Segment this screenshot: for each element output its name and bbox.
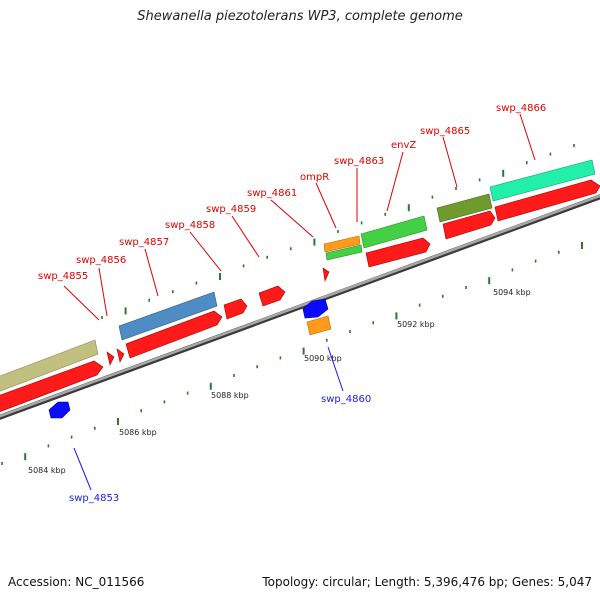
gene-arrow-ompr[interactable] (365, 237, 431, 268)
gene-label-ompr[interactable]: ompR (300, 172, 329, 183)
scale-label-5092: 5092 kbp (397, 320, 435, 329)
leader-envz (386, 151, 404, 212)
gene-arrow-swp_4859[interactable] (258, 285, 286, 307)
leader-swp_4859 (231, 215, 260, 258)
scale-label-5094: 5094 kbp (493, 288, 531, 297)
gene-label-swp_4853[interactable]: swp_4853 (69, 493, 119, 504)
leader-swp_4857 (144, 248, 159, 297)
leader-swp_4858 (189, 231, 222, 272)
gene-arrow-swp_4858[interactable] (223, 298, 248, 320)
genome-stats: Topology: circular; Length: 5,396,476 bp… (262, 575, 592, 589)
leader-swp_4860 (327, 346, 344, 392)
gene-arrow-swp_4856[interactable] (116, 348, 125, 363)
leader-swp_4866 (519, 113, 536, 161)
gene-arrow-swp_4857[interactable] (125, 310, 223, 359)
gene-arrow-envz[interactable] (442, 210, 496, 240)
gene-arrow-swp_4860-orange[interactable] (306, 315, 332, 336)
cog-bar-aqua[interactable] (489, 159, 596, 202)
gene-arrow-swp_4866[interactable] (494, 179, 600, 222)
gene-label-swp_4863[interactable]: swp_4863 (334, 156, 384, 167)
cog-bar-orange[interactable] (323, 235, 361, 253)
leader-swp_4856 (98, 267, 108, 317)
gene-label-swp_4858[interactable]: swp_4858 (165, 220, 215, 231)
cog-bar-olive[interactable] (436, 193, 493, 223)
cog-bar-steelblue[interactable] (118, 291, 218, 341)
cog-bar-khaki[interactable] (0, 339, 99, 392)
leader-swp_4853 (73, 447, 92, 491)
leader-swp_4865 (442, 136, 458, 188)
gene-label-swp_4857[interactable]: swp_4857 (119, 237, 169, 248)
scale-ticks-inner (1, 242, 583, 465)
map-title: Shewanella piezotolerans WP3, complete g… (137, 9, 463, 24)
gene-label-swp_4865[interactable]: swp_4865 (420, 126, 470, 137)
scale-label-5090: 5090 kbp (304, 354, 342, 363)
gene-arrow-swp_4861[interactable] (322, 267, 330, 283)
gene-arrow-swp_4860-blue[interactable] (302, 298, 329, 319)
scale-label-5088: 5088 kbp (211, 391, 249, 400)
gene-label-swp_4856[interactable]: swp_4856 (76, 255, 126, 266)
leader-swp_4861 (270, 199, 314, 238)
accession-info: Accession: NC_011566 (8, 575, 145, 589)
gene-label-envz[interactable]: envZ (391, 140, 416, 151)
gene-arrow-swp_4854[interactable] (0, 360, 104, 412)
scale-ticks-outer (101, 144, 575, 319)
leader-ompr (315, 182, 337, 229)
gene-label-swp_4855[interactable]: swp_4855 (38, 271, 88, 282)
gene-label-swp_4866[interactable]: swp_4866 (496, 103, 546, 114)
gene-arrow-swp_4855[interactable] (106, 351, 115, 366)
leader-swp_4855 (63, 285, 100, 321)
gene-label-swp_4860[interactable]: swp_4860 (321, 394, 371, 405)
gene-arrow-swp_4853[interactable] (48, 401, 71, 419)
genome-backbone-highlight (0, 194, 600, 418)
gene-label-swp_4859[interactable]: swp_4859 (206, 204, 256, 215)
scale-label-5086: 5086 kbp (119, 428, 157, 437)
gene-label-swp_4861[interactable]: swp_4861 (247, 188, 297, 199)
cog-bar-green-envz[interactable] (360, 215, 428, 249)
scale-label-5084: 5084 kbp (28, 466, 66, 475)
cog-bar-green-ompr[interactable] (325, 244, 363, 261)
